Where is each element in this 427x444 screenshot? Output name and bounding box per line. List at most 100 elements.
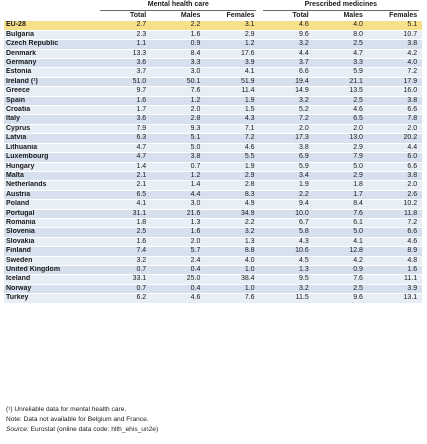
table-row: Finland 7.4 5.7 8.8 10.6 12.8 8.9 (4, 246, 423, 257)
value-cell: 10.7 (367, 30, 423, 41)
value-cell: 7.2 (367, 218, 423, 229)
value-cell: 3.9 (367, 284, 423, 295)
value-cell: 7.6 (313, 209, 368, 219)
country-label: Finland (4, 246, 97, 257)
value-cell: 2.6 (367, 190, 423, 201)
value-cell: 3.4 (259, 171, 314, 182)
country-label: Slovakia (4, 237, 97, 248)
table-row: United Kingdom 0.7 0.4 1.0 1.3 0.9 1.6 (4, 265, 423, 276)
value-cell: 4.1 (205, 67, 260, 78)
value-cell: 5.9 (259, 162, 314, 172)
value-cell: 4.7 (313, 49, 368, 60)
value-cell: 0.7 (97, 265, 152, 276)
value-cell: 1.4 (151, 180, 206, 191)
source-label: Source: (6, 426, 29, 433)
footnote-unreliable: (¹) Unreliable data for mental health ca… (6, 406, 127, 413)
value-cell: 13.5 (313, 86, 368, 97)
value-cell: 1.3 (151, 218, 206, 229)
value-cell: 2.0 (367, 180, 423, 191)
country-label: Cyprus (4, 124, 97, 135)
value-cell: 25.0 (151, 274, 206, 285)
table-row: Estonia 3.7 3.0 4.1 6.6 5.9 7.2 (4, 67, 423, 78)
country-label: Netherlands (4, 180, 97, 191)
value-cell: 2.9 (205, 30, 260, 41)
value-cell: 1.6 (367, 265, 423, 276)
value-cell: 8.4 (313, 199, 368, 210)
value-cell: 1.8 (313, 180, 368, 191)
col-header: Total (292, 12, 309, 20)
value-cell: 5.9 (313, 67, 368, 78)
country-label: Germany (4, 58, 97, 69)
value-cell: 0.9 (313, 265, 368, 276)
value-cell: 1.1 (97, 39, 152, 50)
value-cell: 2.9 (313, 143, 368, 154)
value-cell: 1.3 (259, 265, 314, 276)
table-row: Lithuania 4.7 5.0 4.6 3.8 2.9 4.4 (4, 143, 423, 154)
value-cell: 1.6 (97, 96, 152, 107)
value-cell: 6.6 (367, 227, 423, 238)
value-cell: 0.4 (151, 265, 206, 276)
value-cell: 51.9 (205, 77, 260, 88)
value-cell: 1.0 (205, 284, 260, 295)
table-row: Hungary 1.4 0.7 1.9 5.9 5.0 6.6 (4, 162, 423, 172)
value-cell: 5.7 (151, 246, 206, 257)
value-cell: 6.7 (259, 218, 314, 229)
value-cell: 4.0 (367, 58, 423, 69)
table-row: Bulgaria 2.3 1.6 2.9 9.6 8.0 10.7 (4, 30, 423, 41)
value-cell: 4.4 (151, 190, 206, 201)
value-cell: 5.5 (205, 152, 260, 163)
country-label: EU-28 (4, 21, 97, 31)
table-row: Norway 0.7 0.4 1.0 3.2 2.5 3.9 (4, 284, 423, 295)
value-cell: 11.1 (367, 274, 423, 285)
value-cell: 0.4 (151, 284, 206, 295)
value-cell: 0.7 (151, 162, 206, 172)
value-cell: 1.6 (97, 237, 152, 248)
table-row: Turkey 6.2 4.6 7.6 11.5 9.6 13.1 (4, 293, 423, 304)
value-cell: 3.8 (367, 96, 423, 107)
value-cell: 1.9 (205, 162, 260, 172)
value-cell: 5.2 (259, 105, 314, 116)
value-cell: 2.1 (97, 180, 152, 191)
value-cell: 33.1 (97, 274, 152, 285)
value-cell: 2.1 (97, 171, 152, 182)
value-cell: 14.9 (259, 86, 314, 97)
group-header-prescribed-medicines: Prescribed medicines (260, 0, 423, 12)
value-cell: 2.5 (97, 227, 152, 238)
country-label: Portugal (4, 209, 97, 219)
value-cell: 2.5 (313, 284, 368, 295)
value-cell: 5.8 (259, 227, 314, 238)
table-row: Sweden 3.2 2.4 4.0 4.5 4.2 4.8 (4, 256, 423, 266)
value-cell: 21.6 (151, 209, 206, 219)
value-cell: 3.6 (97, 114, 152, 125)
value-cell: 4.6 (151, 293, 206, 304)
value-cell: 9.3 (151, 124, 206, 135)
value-cell: 50.1 (151, 77, 206, 88)
value-cell: 2.4 (151, 256, 206, 266)
value-cell: 5.0 (151, 143, 206, 154)
value-cell: 1.9 (205, 96, 260, 107)
value-cell: 10.6 (259, 246, 314, 257)
value-cell: 2.5 (313, 96, 368, 107)
value-cell: 6.6 (367, 162, 423, 172)
value-cell: 7.9 (313, 152, 368, 163)
value-cell: 2.7 (97, 21, 152, 31)
value-cell: 13.3 (97, 49, 152, 60)
table-row: Germany 3.6 3.3 3.9 3.7 3.3 4.0 (4, 58, 423, 69)
value-cell: 10.0 (259, 209, 314, 219)
value-cell: 16.0 (367, 86, 423, 97)
value-cell: 3.2 (259, 284, 314, 295)
value-cell: 7.2 (205, 133, 260, 144)
value-cell: 7.6 (205, 293, 260, 304)
country-label: Norway (4, 284, 97, 295)
value-cell: 7.2 (367, 67, 423, 78)
value-cell: 1.6 (151, 227, 206, 238)
value-cell: 7.4 (97, 246, 152, 257)
source-text: Eurostat (online data code: hlth_ehis_un… (30, 426, 159, 433)
value-cell: 3.2 (259, 39, 314, 50)
table-body: EU-28 2.7 2.2 3.1 4.6 4.0 5.1 Bulgaria 2.3 1.6 2.9… (4, 21, 423, 304)
value-cell: 1.5 (205, 105, 260, 116)
country-label: Malta (4, 171, 97, 182)
table-row: Luxembourg 4.7 3.8 5.5 6.9 7.9 6.0 (4, 152, 423, 163)
value-cell: 6.6 (259, 67, 314, 78)
